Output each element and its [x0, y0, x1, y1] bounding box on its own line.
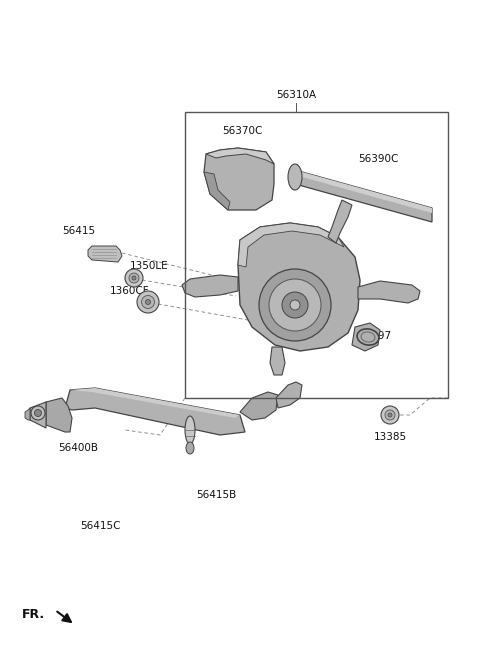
Polygon shape — [295, 170, 432, 222]
Ellipse shape — [129, 273, 139, 283]
Bar — [185, 112, 448, 398]
Polygon shape — [65, 388, 245, 435]
Polygon shape — [70, 388, 240, 418]
Polygon shape — [204, 172, 230, 210]
Polygon shape — [204, 148, 274, 210]
Ellipse shape — [282, 292, 308, 318]
Ellipse shape — [35, 409, 41, 417]
Text: 56400B: 56400B — [58, 443, 98, 453]
Text: 56390C: 56390C — [358, 154, 398, 164]
Ellipse shape — [388, 413, 392, 417]
Polygon shape — [238, 223, 344, 267]
Polygon shape — [46, 398, 72, 432]
Text: 56415: 56415 — [62, 226, 95, 236]
Polygon shape — [25, 408, 30, 420]
Text: 56415B: 56415B — [196, 490, 236, 500]
Polygon shape — [352, 323, 380, 351]
Polygon shape — [276, 382, 302, 408]
Ellipse shape — [385, 410, 395, 420]
Ellipse shape — [288, 164, 302, 190]
Ellipse shape — [142, 295, 155, 308]
Ellipse shape — [381, 406, 399, 424]
Text: 56415C: 56415C — [80, 521, 120, 531]
Polygon shape — [30, 402, 46, 428]
Polygon shape — [358, 281, 420, 303]
Text: 56310A: 56310A — [276, 90, 316, 100]
Ellipse shape — [185, 416, 195, 444]
Polygon shape — [295, 170, 432, 213]
Ellipse shape — [137, 291, 159, 313]
Text: 13385: 13385 — [373, 432, 407, 442]
Polygon shape — [182, 275, 238, 297]
Text: 56397: 56397 — [358, 331, 391, 341]
Polygon shape — [240, 392, 278, 420]
Ellipse shape — [269, 279, 321, 331]
Text: FR.: FR. — [22, 609, 45, 621]
Polygon shape — [88, 246, 122, 262]
Text: 56370C: 56370C — [222, 126, 263, 136]
Ellipse shape — [132, 276, 136, 280]
Text: 1350LE: 1350LE — [130, 261, 168, 271]
Polygon shape — [206, 148, 274, 164]
Ellipse shape — [145, 300, 151, 304]
Text: 1360CF: 1360CF — [110, 286, 150, 296]
Ellipse shape — [186, 442, 194, 454]
Ellipse shape — [290, 300, 300, 310]
Polygon shape — [238, 223, 360, 351]
Polygon shape — [328, 200, 352, 243]
Ellipse shape — [31, 406, 45, 420]
Polygon shape — [270, 347, 285, 375]
Ellipse shape — [125, 269, 143, 287]
Ellipse shape — [259, 269, 331, 341]
